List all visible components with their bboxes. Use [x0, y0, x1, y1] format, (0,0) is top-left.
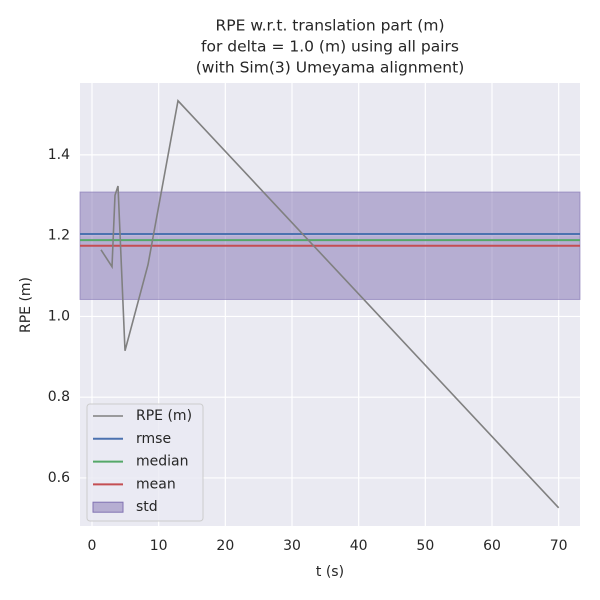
legend-label: rmse: [136, 431, 171, 447]
y-tick-label: 1.2: [48, 228, 70, 244]
x-tick-label: 70: [550, 538, 568, 554]
legend-label: mean: [136, 476, 176, 492]
x-tick-label: 40: [350, 538, 368, 554]
y-tick-label: 1.4: [48, 147, 70, 163]
chart-title: (with Sim(3) Umeyama alignment): [196, 59, 465, 77]
marks: [79, 99, 581, 509]
legend-swatch: [92, 501, 124, 513]
y-tick-label: 0.8: [48, 389, 70, 405]
legend-box: [86, 403, 204, 522]
x-axis-label: t (s): [316, 564, 344, 580]
y-axis-label: RPE (m): [18, 277, 34, 333]
legend-label: std: [136, 499, 158, 515]
legend-label: median: [136, 454, 188, 470]
x-tick-label: 0: [88, 538, 97, 554]
x-tick-label: 30: [283, 538, 301, 554]
x-tick-label: 10: [150, 538, 168, 554]
rpe-line: [100, 99, 560, 509]
x-tick-label: 20: [216, 538, 234, 554]
x-tick-label: 50: [416, 538, 434, 554]
y-tick-label: 0.6: [48, 470, 70, 486]
chart-title: for delta = 1.0 (m) using all pairs: [201, 38, 459, 56]
y-tick-label: 1.0: [48, 308, 70, 324]
x-tick-label: 60: [483, 538, 501, 554]
legend: RPE (m) rmse median mean std: [86, 403, 204, 522]
legend-label: RPE (m): [136, 408, 192, 424]
chart-title: RPE w.r.t. translation part (m): [215, 17, 444, 35]
